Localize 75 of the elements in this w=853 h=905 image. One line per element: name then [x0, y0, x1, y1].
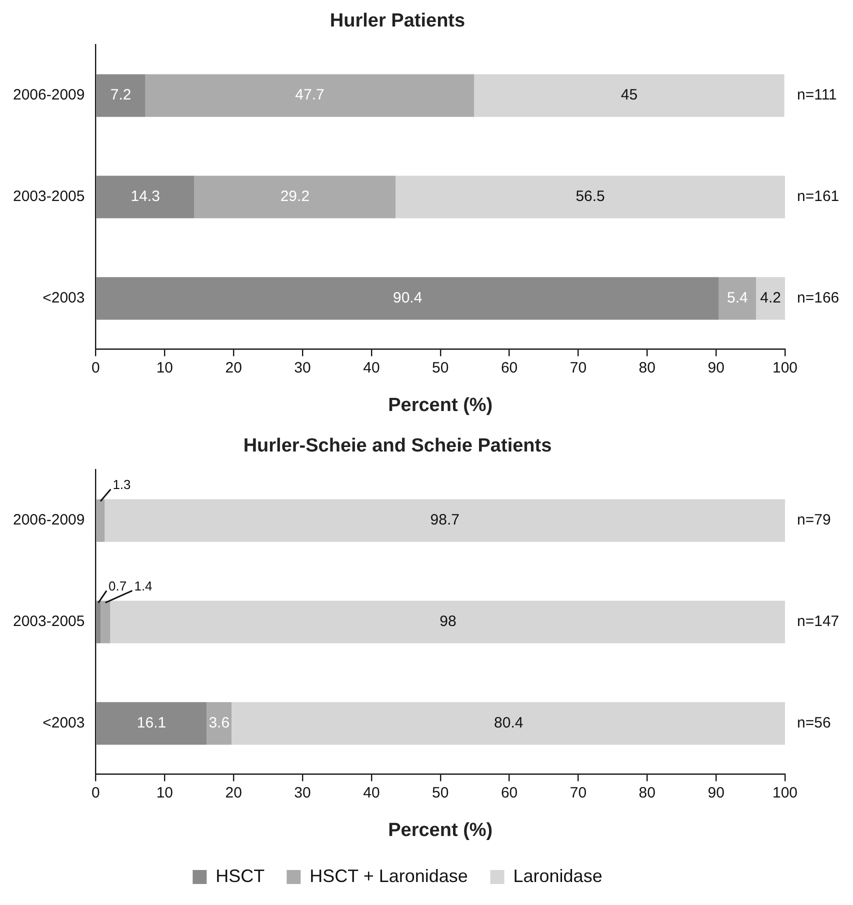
x-tick-label: 20 [225, 359, 242, 376]
y-tick-label: 2003-2005 [13, 613, 85, 630]
data-label: 1.3 [112, 476, 131, 492]
legend-label: HSCT [216, 866, 265, 886]
bar [232, 702, 785, 745]
data-label: 5.4 [727, 290, 748, 307]
y-tick-label: <2003 [42, 714, 85, 732]
x-tick-label: 10 [156, 784, 174, 802]
y-tick-label: 2006-2009 [13, 86, 85, 104]
bar [104, 499, 785, 542]
x-tick-label: 50 [432, 784, 449, 802]
text: n=166 [797, 290, 840, 307]
bar [206, 702, 232, 745]
text: n=147 [797, 613, 840, 630]
x-tick-label: 90 [708, 359, 724, 376]
data-label: 47.7 [295, 86, 324, 104]
data-label: 0.7 [108, 578, 127, 594]
data-label: 45 [620, 86, 638, 104]
bar [474, 74, 784, 117]
bar [756, 277, 785, 320]
bar [718, 277, 756, 320]
y-tick-label: 2003-2005 [13, 188, 85, 206]
text: n=79 [797, 512, 831, 529]
bar [396, 176, 785, 218]
data-label: 14.3 [130, 188, 160, 206]
x-tick-label: 40 [363, 359, 380, 376]
data-label: 98 [440, 613, 456, 630]
x-tick-label: 30 [294, 784, 311, 802]
x-tick-label: 0 [92, 359, 100, 376]
text: n=111 [797, 86, 837, 104]
bar [96, 176, 194, 218]
x-tick-label: 80 [638, 784, 656, 802]
data-label: 16.1 [136, 714, 166, 732]
data-label: 98.7 [430, 512, 460, 529]
x-tick-label: 60 [500, 784, 518, 802]
y-tick-label: 2006-2009 [13, 512, 85, 529]
bar [100, 600, 110, 644]
bar [96, 277, 719, 320]
x-tick-label: 100 [772, 359, 798, 376]
x-tick-label: 70 [570, 359, 587, 376]
data-label: 4.2 [760, 290, 781, 307]
bar [96, 74, 146, 117]
data-label: 90.4 [392, 290, 422, 307]
x-tick-label: 90 [708, 784, 724, 802]
legend-label: Laronidase [513, 866, 602, 886]
y-tick-label: <2003 [42, 290, 85, 307]
x-tick-label: 60 [500, 359, 518, 376]
chart-title: Hurler-Scheie and Scheie Patients [243, 436, 552, 457]
data-label: 7.2 [110, 86, 132, 104]
bar [96, 600, 101, 644]
x-axis-title: Percent (%) [388, 820, 493, 841]
chart-title: Hurler Patients [330, 10, 466, 32]
data-label: 56.5 [576, 188, 605, 206]
text: n=161 [797, 188, 840, 206]
data-label: 80.4 [494, 714, 524, 732]
x-tick-label: 0 [92, 784, 100, 802]
data-label: 3.6 [208, 714, 230, 732]
text: n=56 [797, 714, 831, 732]
x-axis-title: Percent (%) [388, 394, 493, 416]
bar [145, 74, 474, 117]
x-tick-label: 10 [156, 359, 174, 376]
x-tick-label: 30 [294, 359, 311, 376]
bar [194, 176, 396, 218]
data-label: 1.4 [134, 578, 152, 594]
legend-label: HSCT + Laronidase [310, 866, 468, 886]
bar [96, 499, 105, 542]
bar [110, 600, 785, 644]
x-tick-label: 70 [570, 784, 587, 802]
x-tick-label: 50 [432, 359, 449, 376]
x-tick-label: 40 [363, 784, 380, 802]
bar [96, 702, 207, 745]
data-label: 29.2 [280, 188, 310, 206]
x-tick-label: 20 [225, 784, 242, 802]
x-tick-label: 100 [772, 784, 798, 802]
x-tick-label: 80 [638, 359, 656, 376]
